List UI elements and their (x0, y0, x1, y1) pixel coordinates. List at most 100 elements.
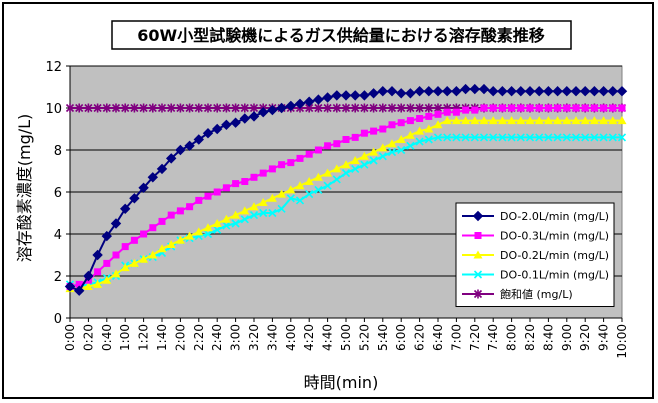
marker-diamond (432, 85, 444, 97)
marker-star (185, 103, 194, 113)
marker-square (489, 104, 497, 112)
marker-x (240, 215, 249, 224)
marker-diamond (303, 96, 315, 107)
marker-square (554, 104, 562, 112)
marker-x (470, 133, 479, 142)
x-tick-label: 3:00 (229, 324, 243, 351)
marker-star (167, 103, 176, 113)
marker-x (415, 137, 424, 146)
chart-title: 60W小型試験機によるガス供給量における溶存酸素推移 (137, 26, 544, 45)
marker-square (443, 108, 451, 116)
marker-square (314, 146, 322, 154)
marker-triangle (212, 219, 222, 227)
marker-square (572, 104, 580, 112)
marker-star (213, 103, 222, 113)
marker-x (617, 133, 627, 142)
marker-diamond (497, 85, 508, 97)
marker-triangle (286, 185, 296, 194)
marker-x (259, 208, 268, 218)
marker-x (562, 133, 571, 142)
marker-diamond (202, 127, 214, 139)
marker-star (93, 103, 102, 113)
marker-triangle (295, 181, 305, 190)
marker-diamond (64, 281, 76, 292)
x-tick-label: 10:00 (615, 324, 629, 359)
x-tick-label: 4:20 (302, 324, 316, 351)
marker-x (387, 148, 397, 157)
marker-diamond (156, 163, 168, 175)
legend-item: DO-2.0L/min (mg/L) (462, 210, 609, 223)
legend-item: DO-0.3L/min (mg/L) (462, 230, 609, 243)
marker-star (139, 103, 148, 113)
marker-diamond (276, 102, 287, 114)
marker-x (581, 133, 590, 142)
x-tick-label: 2:20 (192, 324, 206, 351)
marker-diamond (230, 117, 241, 128)
marker-square (121, 243, 129, 251)
x-tick-label: 9:00 (560, 324, 574, 351)
marker-triangle (369, 147, 379, 156)
x-tick-label: 7:00 (449, 324, 463, 351)
marker-star (397, 103, 406, 113)
legend-label: DO-0.1L/min (mg/L) (500, 269, 609, 282)
marker-x (599, 133, 608, 142)
marker-triangle (231, 210, 241, 219)
marker-triangle (571, 116, 581, 125)
marker-triangle (341, 160, 351, 169)
marker-square (416, 115, 424, 122)
marker-square (241, 178, 249, 185)
marker-star (102, 103, 111, 113)
marker-square (526, 104, 534, 112)
marker-star (424, 103, 433, 113)
marker-x (433, 133, 443, 142)
x-tick-label: 5:40 (376, 324, 390, 351)
marker-square (103, 259, 111, 267)
x-tick-label: 6:20 (413, 324, 427, 351)
marker-diamond (579, 85, 591, 97)
marker-square (287, 159, 295, 167)
marker-diamond (322, 92, 333, 103)
marker-triangle (405, 130, 415, 139)
marker-square (130, 236, 138, 244)
marker-diamond (359, 90, 370, 101)
marker-diamond (515, 85, 527, 97)
marker-x (443, 133, 452, 142)
marker-square (590, 104, 598, 112)
legend-label: DO-0.2L/min (mg/L) (500, 249, 609, 262)
x-tick-label: 7:20 (468, 324, 482, 351)
marker-triangle (488, 116, 498, 125)
marker-diamond (472, 210, 484, 222)
marker-x (286, 194, 295, 203)
marker-square (474, 232, 482, 239)
marker-x (461, 133, 470, 142)
legend-item: 飽和値 (mg/L) (462, 287, 573, 301)
marker-x (323, 181, 332, 190)
series-0 (64, 83, 628, 296)
marker-triangle (473, 250, 483, 259)
marker-triangle (221, 214, 231, 223)
marker-triangle (249, 202, 259, 211)
marker-triangle (433, 120, 443, 129)
marker-square (324, 142, 332, 150)
marker-diamond (313, 94, 324, 105)
marker-square (112, 251, 120, 259)
marker-square (140, 230, 148, 238)
marker-diamond (285, 100, 297, 112)
marker-star (378, 103, 387, 113)
marker-triangle (129, 258, 139, 267)
marker-x (535, 133, 544, 142)
marker-triangle (442, 116, 452, 125)
marker-x (213, 225, 222, 234)
x-tick-label: 4:00 (284, 324, 298, 351)
series-1 (66, 104, 626, 290)
marker-x (489, 133, 498, 142)
marker-star (65, 103, 75, 113)
marker-x (406, 141, 415, 150)
marker-diamond (129, 193, 140, 204)
marker-diamond (451, 85, 462, 97)
marker-triangle (479, 116, 489, 125)
marker-x (277, 204, 286, 213)
x-tick-label: 9:20 (578, 324, 592, 351)
marker-triangle (562, 116, 572, 125)
marker-triangle (589, 116, 599, 125)
